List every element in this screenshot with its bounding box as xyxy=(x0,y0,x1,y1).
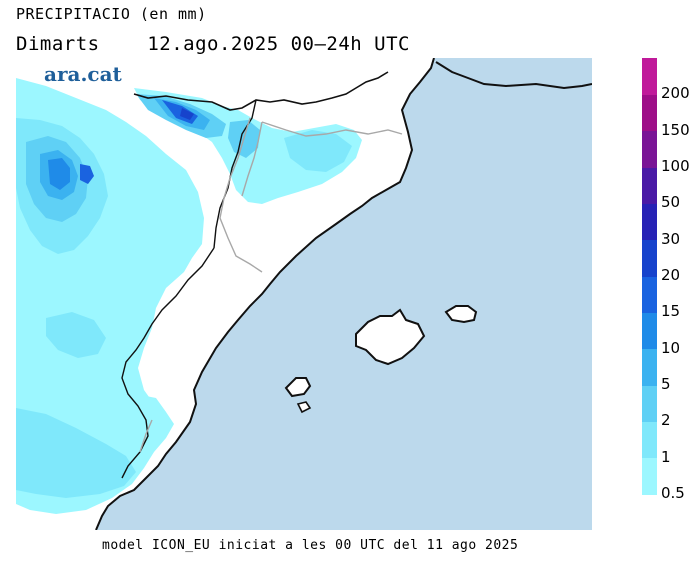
province-border-3 xyxy=(241,121,263,197)
forecast-day: Dimarts xyxy=(16,33,100,55)
legend-swatch xyxy=(642,130,657,168)
precipitation-field xyxy=(16,78,362,514)
legend-swatch xyxy=(642,203,657,241)
legend-swatch xyxy=(642,58,657,95)
rain-area-south-mid xyxy=(46,312,106,358)
pyrenees-border xyxy=(133,71,389,111)
legend-label: 20 xyxy=(661,266,681,284)
legend-swatch xyxy=(642,385,657,422)
rain-area-west-core4 xyxy=(48,158,70,190)
rain-area-ne xyxy=(284,130,352,172)
legend-swatch xyxy=(642,421,657,459)
mainland-coastline xyxy=(95,58,435,530)
north-coastline xyxy=(435,61,592,90)
mallorca-island xyxy=(355,308,426,366)
legend-label: 150 xyxy=(661,120,690,139)
legend-swatch xyxy=(642,239,657,277)
legend-label: 15 xyxy=(661,302,681,321)
legend-label: 10 xyxy=(661,338,681,357)
legend-label: 0.5 xyxy=(661,484,685,502)
ibiza-island xyxy=(284,377,312,398)
legend-label: 50 xyxy=(661,193,681,212)
legend-swatch xyxy=(642,94,657,132)
model-run-info: model ICON_EU iniciat a les 00 UTC del 1… xyxy=(102,538,519,553)
sea-area xyxy=(96,58,592,530)
chart-title: PRECIPITACIO (en mm) xyxy=(16,5,207,23)
province-border-4 xyxy=(139,419,153,453)
ara-cat-logo: ara.cat xyxy=(44,62,122,86)
legend-swatch xyxy=(642,312,657,350)
forecast-date-range: 12.ago.2025 00—24h UTC xyxy=(147,33,411,55)
precipitation-legend: 0.5 1 2 5 10 15 20 30 50 100 150 200 xyxy=(642,58,698,501)
rain-area-pyrenees-core3 xyxy=(180,108,194,120)
legend-swatch xyxy=(642,276,657,313)
legend-swatch xyxy=(642,167,657,204)
legend-label: 100 xyxy=(661,157,690,175)
province-border-2 xyxy=(261,121,403,137)
menorca-island xyxy=(444,305,478,324)
legend-label: 5 xyxy=(661,375,671,393)
rain-area-sw xyxy=(16,408,136,498)
regional-border-valencia xyxy=(121,247,215,479)
legend-label: 30 xyxy=(661,229,681,248)
formentera-island xyxy=(296,401,312,414)
forecast-period: Dimarts 12.ago.2025 00—24h UTC xyxy=(16,33,410,55)
rain-area-west-core5 xyxy=(80,164,94,184)
legend-swatch xyxy=(642,348,657,386)
legend-swatch xyxy=(642,457,657,495)
precipitation-map xyxy=(16,58,592,530)
rain-area-coast xyxy=(132,394,166,424)
province-border-1 xyxy=(219,117,263,273)
legend-label: 1 xyxy=(661,447,671,466)
legend-label: 200 xyxy=(661,84,690,103)
legend-label: 2 xyxy=(661,411,671,430)
